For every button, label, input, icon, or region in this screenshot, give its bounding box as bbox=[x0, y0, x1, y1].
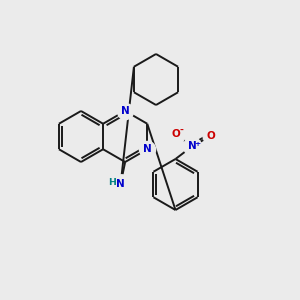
Text: H: H bbox=[108, 178, 116, 187]
Text: N: N bbox=[121, 106, 130, 116]
Text: O: O bbox=[206, 131, 215, 141]
Text: -: - bbox=[180, 126, 183, 135]
Text: N: N bbox=[143, 144, 152, 154]
Text: O: O bbox=[171, 129, 180, 139]
Text: N: N bbox=[188, 141, 196, 152]
Text: N: N bbox=[116, 178, 125, 189]
Text: +: + bbox=[194, 141, 200, 147]
